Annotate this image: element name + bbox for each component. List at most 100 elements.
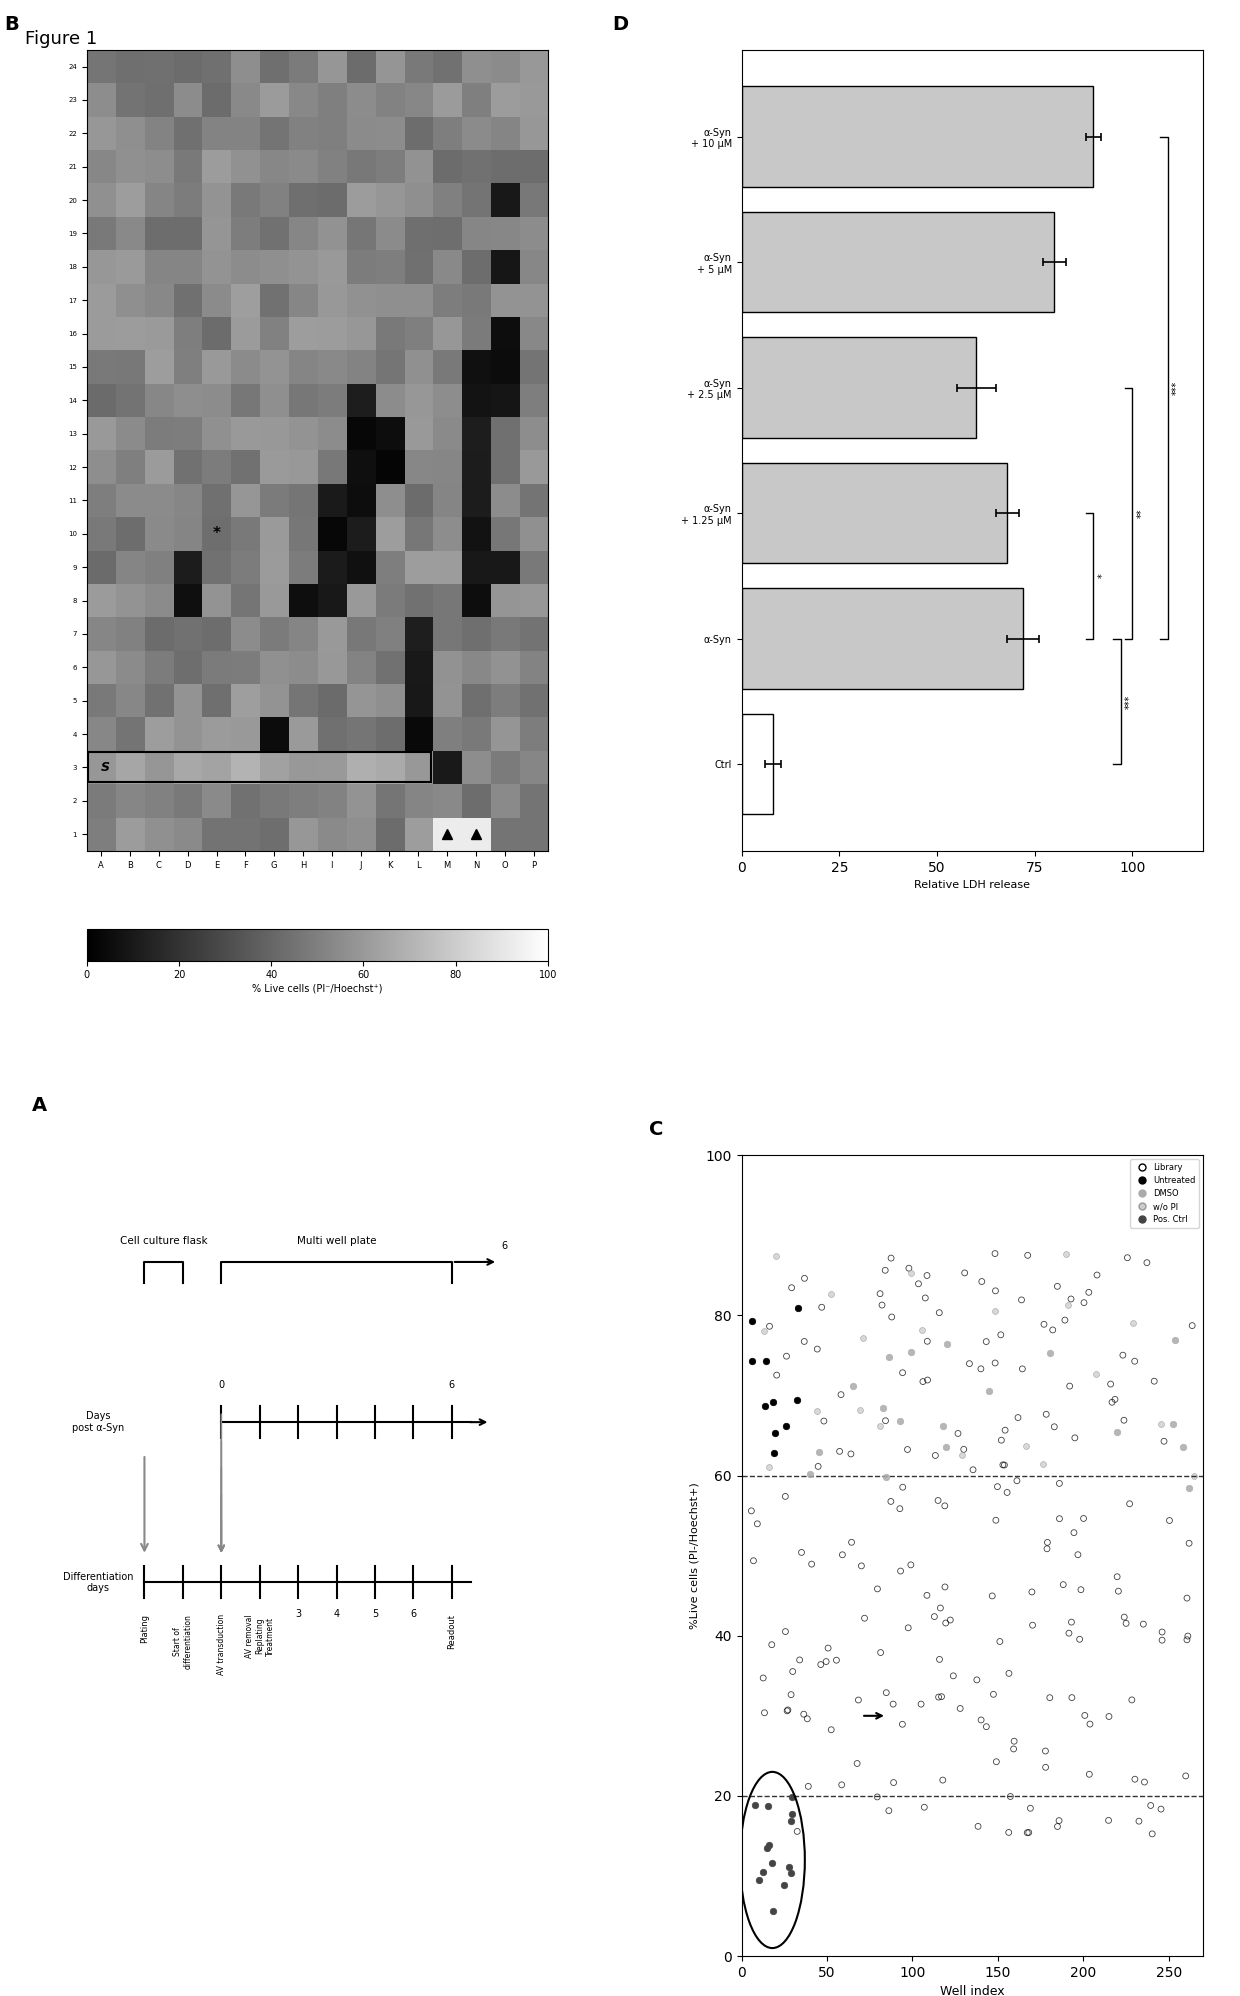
Point bbox=[901, 1337, 921, 1369]
Point bbox=[795, 1325, 815, 1357]
Text: D: D bbox=[613, 14, 629, 34]
Point bbox=[1152, 1625, 1172, 1657]
Point bbox=[875, 1253, 895, 1285]
Point bbox=[744, 1545, 764, 1577]
Point bbox=[883, 1689, 903, 1721]
Text: 6: 6 bbox=[410, 1609, 417, 1619]
Point bbox=[1048, 1810, 1068, 1842]
Point bbox=[913, 1365, 932, 1397]
Point bbox=[1109, 1575, 1128, 1607]
Point bbox=[749, 1864, 769, 1896]
Point bbox=[1141, 1790, 1161, 1822]
Point bbox=[990, 1625, 1009, 1657]
Point bbox=[1079, 1758, 1099, 1790]
Text: Multi well plate: Multi well plate bbox=[296, 1236, 377, 1246]
Point bbox=[1040, 1337, 1060, 1369]
Point bbox=[1122, 1685, 1142, 1717]
Point bbox=[893, 1471, 913, 1503]
Point bbox=[1177, 1583, 1197, 1615]
Point bbox=[1037, 1399, 1056, 1431]
Point bbox=[795, 1261, 815, 1293]
Point bbox=[787, 1816, 807, 1848]
Point bbox=[756, 1345, 776, 1377]
Point bbox=[987, 1746, 1007, 1778]
Point bbox=[1074, 1503, 1094, 1535]
Point bbox=[893, 1357, 913, 1389]
Point bbox=[1120, 1487, 1140, 1519]
Point bbox=[781, 1679, 801, 1711]
Point bbox=[1038, 1527, 1058, 1559]
Point bbox=[1018, 1240, 1038, 1271]
Point bbox=[972, 1265, 992, 1297]
Point bbox=[1173, 1431, 1193, 1463]
Text: AV removal
Replating
Treatment: AV removal Replating Treatment bbox=[244, 1615, 274, 1659]
Point bbox=[797, 1703, 817, 1735]
Point bbox=[1060, 1369, 1080, 1401]
Point bbox=[872, 1289, 892, 1321]
Point bbox=[1019, 1816, 1039, 1848]
Point bbox=[1182, 1309, 1202, 1341]
Point bbox=[882, 1242, 901, 1273]
Text: ***: *** bbox=[1172, 381, 1182, 395]
Text: C: C bbox=[650, 1120, 663, 1140]
X-axis label: % Live cells (PI⁻/Hoechst⁺): % Live cells (PI⁻/Hoechst⁺) bbox=[252, 984, 383, 994]
Point bbox=[776, 1411, 796, 1443]
Point bbox=[848, 1685, 868, 1717]
Point bbox=[1058, 1289, 1078, 1321]
Point bbox=[742, 1305, 761, 1337]
X-axis label: Relative LDH release: Relative LDH release bbox=[914, 880, 1030, 890]
Point bbox=[1034, 1307, 1054, 1339]
Point bbox=[914, 1790, 934, 1822]
Point bbox=[799, 1770, 818, 1802]
Point bbox=[843, 1369, 863, 1401]
Point bbox=[992, 1425, 1012, 1457]
Point bbox=[774, 1868, 794, 1900]
Point bbox=[901, 1257, 921, 1289]
Text: ***: *** bbox=[1125, 695, 1135, 709]
Point bbox=[1099, 1701, 1118, 1733]
Point bbox=[932, 1409, 952, 1441]
Point bbox=[759, 1451, 779, 1483]
Point bbox=[753, 1856, 773, 1888]
Point bbox=[1154, 1425, 1174, 1457]
Point bbox=[808, 1437, 828, 1469]
Point bbox=[853, 1321, 873, 1353]
Point bbox=[1163, 1407, 1183, 1439]
Point bbox=[1021, 1792, 1040, 1824]
Point bbox=[761, 1629, 781, 1661]
Point bbox=[842, 1527, 862, 1559]
Point bbox=[1152, 1617, 1172, 1649]
Point bbox=[880, 1485, 900, 1517]
Point bbox=[901, 1549, 921, 1581]
Point bbox=[944, 1661, 963, 1693]
Point bbox=[952, 1439, 972, 1471]
Point bbox=[983, 1679, 1003, 1711]
Point bbox=[1152, 1407, 1172, 1439]
Text: S: S bbox=[102, 760, 110, 774]
Point bbox=[748, 1507, 768, 1539]
Point bbox=[898, 1613, 918, 1645]
Point bbox=[832, 1768, 852, 1800]
Point bbox=[765, 1417, 785, 1449]
Point bbox=[996, 1415, 1016, 1447]
Point bbox=[1099, 1804, 1118, 1836]
Y-axis label: %Live cells (PI-/Hoechst+): %Live cells (PI-/Hoechst+) bbox=[689, 1483, 701, 1629]
Point bbox=[1074, 1287, 1094, 1319]
Point bbox=[1040, 1683, 1060, 1715]
Point bbox=[790, 1645, 810, 1677]
Point bbox=[1159, 1505, 1179, 1537]
Point bbox=[993, 1449, 1013, 1481]
Point bbox=[949, 1417, 968, 1449]
Point bbox=[898, 1433, 918, 1465]
Point bbox=[890, 1405, 910, 1437]
Text: **: ** bbox=[1136, 509, 1146, 517]
Point bbox=[755, 1697, 775, 1729]
Point bbox=[1004, 1725, 1024, 1756]
Point bbox=[759, 1828, 779, 1860]
Point bbox=[999, 1657, 1019, 1689]
Point bbox=[782, 1780, 802, 1812]
Point bbox=[1035, 1735, 1055, 1766]
Point bbox=[954, 1433, 973, 1465]
Point bbox=[802, 1549, 822, 1581]
Point bbox=[821, 1277, 841, 1309]
